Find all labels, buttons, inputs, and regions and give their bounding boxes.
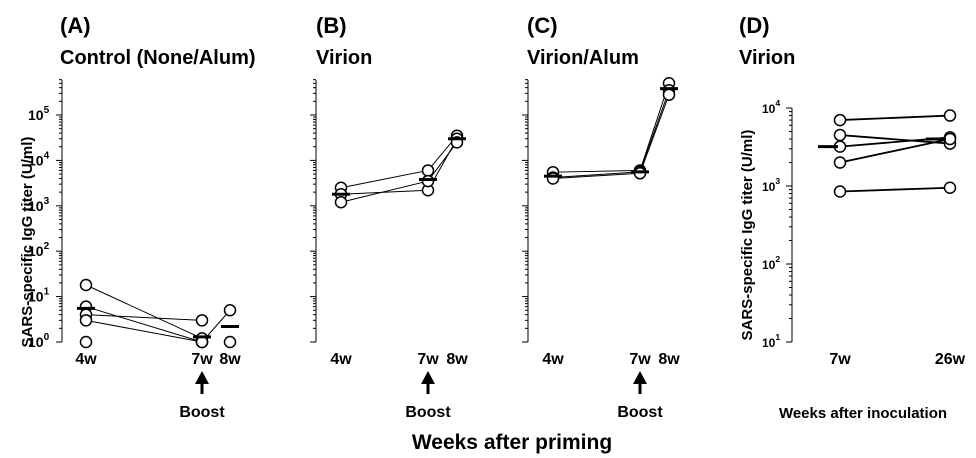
boost-arrow-head (421, 371, 435, 384)
y-tick-label: 102 (762, 254, 780, 272)
x-tick-label: 7w (417, 351, 439, 368)
data-point (421, 164, 435, 177)
y-tick-label: 104 (762, 98, 780, 116)
data-point (833, 128, 847, 142)
data-point (223, 335, 237, 349)
y-tick-label: 104 (28, 150, 50, 168)
data-point (943, 109, 957, 122)
subject-line (85, 314, 203, 321)
x-tick-label: 7w (829, 351, 851, 368)
shared-x-axis-label: Weeks after priming (412, 431, 612, 454)
x-tick-label: 7w (629, 351, 651, 368)
y-tick-label: 103 (762, 176, 780, 194)
plot-layer: 100 101 102 103 104 105 4w 7w 8w Boost 4w 7w 8w Boost… (28, 77, 966, 421)
y-tick-label: 103 (28, 196, 50, 214)
x-tick-label: 7w (191, 351, 213, 368)
subject-line (552, 83, 670, 173)
y-tick-label: 105 (28, 105, 50, 123)
data-point (546, 172, 560, 185)
x-tick-label: 8w (658, 351, 680, 368)
data-point (79, 314, 93, 327)
subject-line (839, 186, 951, 193)
panel-title-a: Control (None/Alum) (60, 47, 256, 69)
x-tick-label: 8w (219, 351, 241, 368)
y-tick-label: 102 (28, 241, 50, 259)
subject-line (340, 138, 458, 195)
x-axis-label-d: Weeks after inoculation (779, 405, 947, 422)
boost-label: Boost (179, 404, 225, 421)
panel-title-c: Virion/Alum (527, 47, 639, 69)
y-tick-label: 101 (28, 287, 50, 305)
data-point (943, 132, 957, 146)
data-point (943, 181, 957, 194)
y-axis-label-a: SARS-specific IgG titer (U/ml) (19, 137, 36, 348)
data-point (833, 113, 847, 127)
panel-label-d: (D) (739, 13, 770, 38)
subject-line (85, 319, 203, 343)
subject-line (839, 138, 951, 164)
x-tick-label: 4w (330, 351, 352, 368)
x-tick-label: 4w (542, 351, 564, 368)
boost-label: Boost (617, 404, 663, 421)
panel-title-d: Virion (739, 47, 795, 69)
panel-label-a: (A) (60, 13, 91, 38)
panel-title-b: Virion (316, 47, 372, 69)
data-point (833, 156, 847, 169)
subject-line (839, 114, 951, 121)
subject-line (85, 284, 203, 339)
data-point (833, 185, 847, 198)
data-point (79, 278, 93, 292)
data-point (662, 88, 676, 101)
y-tick-label: 100 (28, 332, 50, 350)
panel-label-b: (B) (316, 13, 347, 38)
data-point (223, 304, 237, 317)
x-tick-label: 8w (446, 351, 468, 368)
x-tick-label: 26w (935, 351, 966, 368)
subject-line (340, 135, 458, 189)
subject-line (85, 306, 203, 343)
boost-label: Boost (405, 404, 451, 421)
data-point (195, 314, 209, 327)
y-tick-label: 101 (762, 332, 780, 350)
subject-line (552, 90, 670, 179)
boost-arrow-head (633, 371, 647, 384)
x-tick-label: 4w (75, 351, 97, 368)
y-axis-label-d: SARS-specific IgG titer (U/ml) (739, 130, 756, 341)
data-point (421, 174, 435, 188)
data-point (79, 335, 93, 349)
boost-arrow-head (195, 371, 209, 384)
panel-label-c: (C) (527, 13, 558, 38)
data-point (334, 195, 348, 209)
